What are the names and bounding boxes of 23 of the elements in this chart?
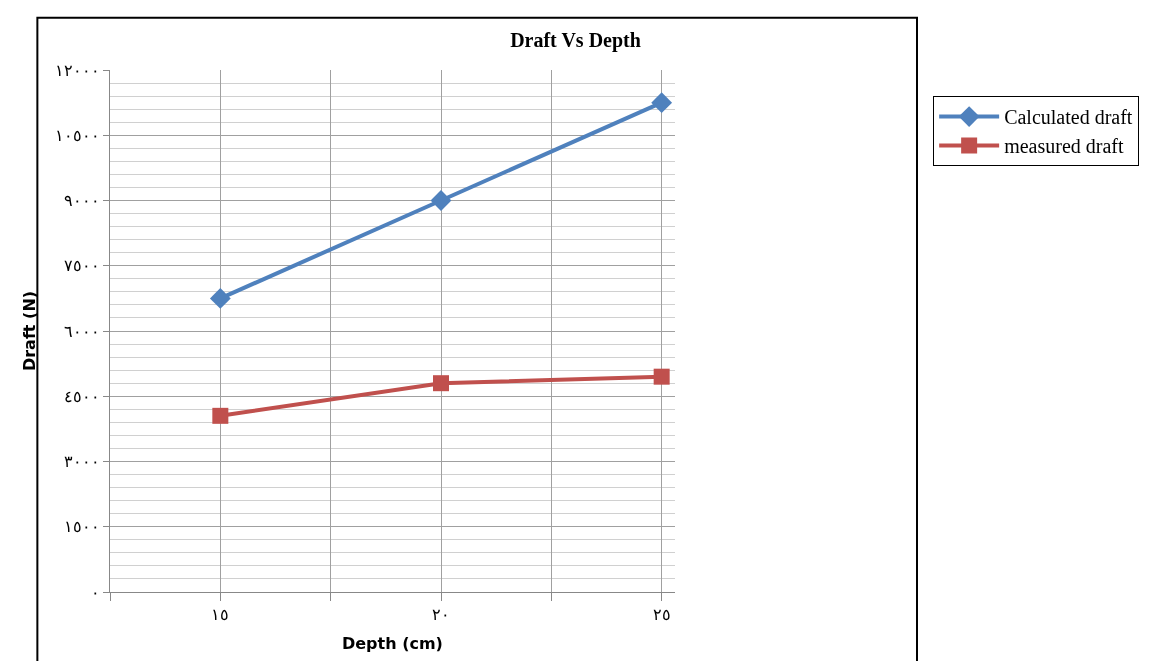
y-tick-label: ٩٠٠٠ <box>63 192 100 210</box>
y-tick-label: ٤٥٠٠ <box>63 387 100 405</box>
y-axis-title: Draft (N) <box>19 290 39 372</box>
point <box>653 368 670 385</box>
y-tick-label: ١٢٠٠٠ <box>54 61 100 79</box>
y-tick-label: ٠ <box>90 583 100 601</box>
legend-label: Calculated draft <box>1004 106 1133 129</box>
point <box>212 407 229 424</box>
legend-label: measured draft <box>1004 135 1124 158</box>
point <box>209 287 231 309</box>
point <box>430 190 452 211</box>
y-tick-label: ١٥٠٠ <box>63 518 100 536</box>
y-tick-label: ١٠٥٠٠ <box>54 126 100 144</box>
y-tick-label: ٦٠٠٠ <box>63 322 100 340</box>
x-axis-title: Depth (cm) <box>341 633 443 653</box>
chart-title: Draft Vs Depth <box>510 29 641 53</box>
point <box>651 92 673 114</box>
x-tick-label: ٢٠ <box>432 606 450 624</box>
y-tick-label: ٧٥٠٠ <box>63 257 100 275</box>
x-tick-label: ١٥ <box>211 606 230 624</box>
point <box>433 375 449 392</box>
y-tick-label: ٣٠٠٠ <box>63 453 100 471</box>
x-tick-label: ٢٥ <box>652 606 671 624</box>
